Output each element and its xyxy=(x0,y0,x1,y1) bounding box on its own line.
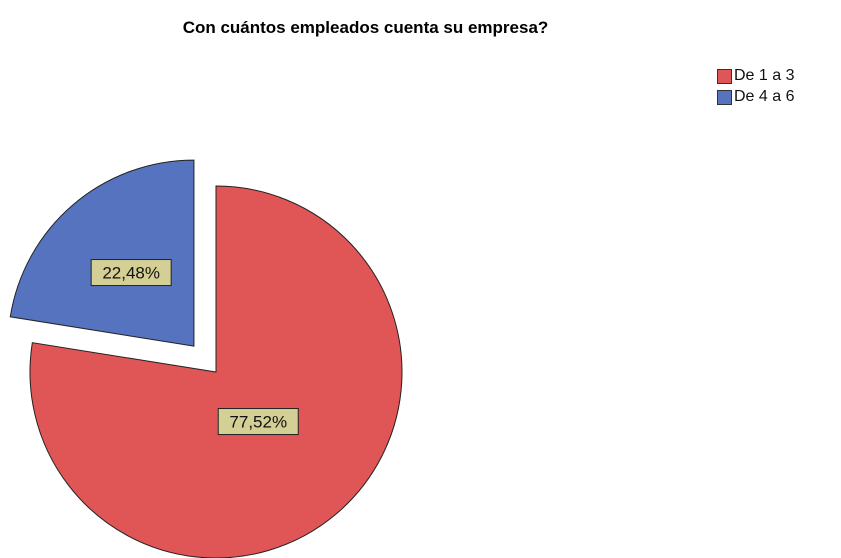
svg-text:77,52%: 77,52% xyxy=(229,413,287,432)
legend-item-de-4-a-6: De 4 a 6 xyxy=(717,87,794,107)
svg-text:22,48%: 22,48% xyxy=(102,264,160,283)
legend-swatch-de-4-a-6 xyxy=(717,89,732,105)
data-label: 77,52% xyxy=(217,408,299,436)
legend: De 1 a 3 De 4 a 6 xyxy=(717,66,794,108)
legend-label: De 4 a 6 xyxy=(734,88,795,105)
pie-slice-de-4-a-6 xyxy=(9,159,195,347)
legend-swatch-de-1-a-3 xyxy=(717,68,732,84)
legend-label: De 1 a 3 xyxy=(734,67,795,84)
chart-title: Con cuántos empleados cuenta su empresa? xyxy=(182,18,549,37)
pie-slice-de-1-a-3 xyxy=(29,185,403,558)
legend-item-de-1-a-3: De 1 a 3 xyxy=(717,66,794,86)
data-label: 22,48% xyxy=(90,259,172,287)
